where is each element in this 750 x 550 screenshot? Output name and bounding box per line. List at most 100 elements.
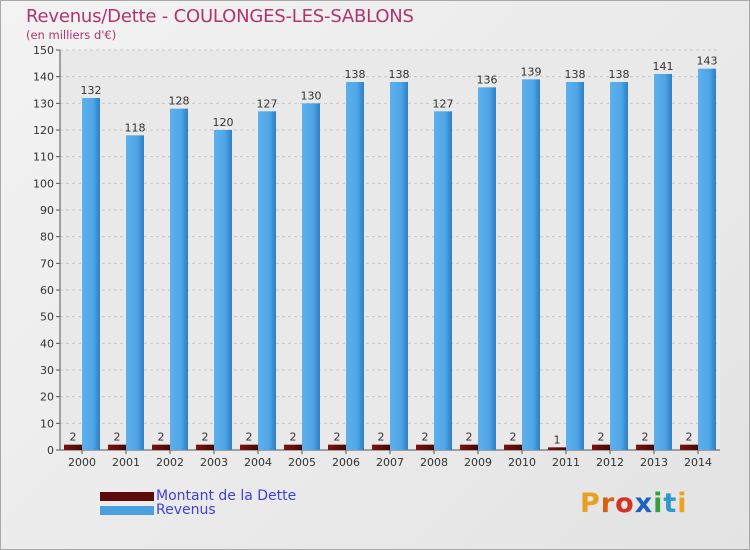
bar-revenus <box>170 108 188 451</box>
bar-revenus <box>610 82 628 450</box>
x-tick-label: 2002 <box>156 456 184 469</box>
logo-letter: i <box>677 488 688 519</box>
bar-dette <box>328 444 346 450</box>
data-label-revenus: 132 <box>81 84 102 97</box>
y-tick-label: 20 <box>40 391 54 404</box>
bar-revenus <box>214 130 232 450</box>
y-tick-label: 140 <box>33 71 54 84</box>
x-tick-label: 2007 <box>376 456 404 469</box>
data-label-dette: 2 <box>158 431 165 444</box>
bar-revenus <box>654 74 672 450</box>
x-tick-label: 2012 <box>596 456 624 469</box>
data-label-revenus: 130 <box>301 89 322 102</box>
data-label-revenus: 139 <box>521 65 542 78</box>
bar-dette <box>680 444 698 450</box>
proxiti-logo: Proxiti <box>580 488 688 519</box>
bar-revenus <box>698 68 716 451</box>
bar-dette <box>460 444 478 450</box>
y-tick-label: 40 <box>40 337 54 350</box>
logo-letter: i <box>653 488 664 519</box>
data-label-dette: 2 <box>334 431 341 444</box>
data-label-revenus: 138 <box>389 68 410 81</box>
y-tick-label: 90 <box>40 204 54 217</box>
data-label-dette: 2 <box>642 431 649 444</box>
legend-swatch-revenus <box>100 505 154 515</box>
logo-letter: o <box>615 488 635 519</box>
y-tick-label: 10 <box>40 417 54 430</box>
x-tick-label: 2009 <box>464 456 492 469</box>
logo-letter: t <box>663 488 678 519</box>
x-tick-label: 2014 <box>684 456 712 469</box>
y-tick-label: 0 <box>47 444 54 457</box>
data-label-dette: 2 <box>290 431 297 444</box>
bar-revenus <box>478 87 496 450</box>
data-label-revenus: 138 <box>345 68 366 81</box>
bar-dette <box>548 447 566 450</box>
bar-revenus <box>346 82 364 450</box>
bar-dette <box>372 444 390 450</box>
data-label-revenus: 128 <box>169 95 190 108</box>
bar-dette <box>152 444 170 450</box>
data-label-revenus: 138 <box>565 68 586 81</box>
x-tick-label: 2000 <box>68 456 96 469</box>
x-tick-label: 2010 <box>508 456 536 469</box>
x-tick-label: 2003 <box>200 456 228 469</box>
legend-label-dette: Montant de la Dette <box>156 488 297 504</box>
y-tick-label: 150 <box>33 44 54 57</box>
bar-revenus <box>390 82 408 450</box>
logo-letter: r <box>600 488 616 519</box>
bar-revenus <box>434 111 452 450</box>
y-tick-label: 60 <box>40 284 54 297</box>
data-label-dette: 2 <box>422 431 429 444</box>
x-tick-label: 2006 <box>332 456 360 469</box>
chart-title: Revenus/Dette - COULONGES-LES-SABLONS <box>26 6 414 27</box>
legend-item-revenus: Revenus <box>100 502 216 518</box>
data-label-revenus: 118 <box>125 121 146 134</box>
bar-dette <box>240 444 258 450</box>
data-label-revenus: 141 <box>653 60 674 73</box>
bar-revenus <box>302 103 320 450</box>
chart-subtitle: (en milliers d'€) <box>26 28 117 42</box>
legend-item-dette: Montant de la Dette <box>100 488 296 504</box>
x-tick-label: 2005 <box>288 456 316 469</box>
data-label-dette: 2 <box>70 431 77 444</box>
data-label-dette: 2 <box>466 431 473 444</box>
data-label-revenus: 136 <box>477 73 498 86</box>
bar-dette <box>592 444 610 450</box>
y-tick-label: 100 <box>33 177 54 190</box>
logo-letter: P <box>580 488 601 519</box>
bar-revenus <box>522 79 540 450</box>
data-label-dette: 2 <box>686 431 693 444</box>
bar-dette <box>416 444 434 450</box>
y-tick-label: 30 <box>40 364 54 377</box>
y-tick-label: 50 <box>40 311 54 324</box>
y-tick-label: 70 <box>40 257 54 270</box>
bar-revenus <box>566 82 584 450</box>
x-tick-label: 2008 <box>420 456 448 469</box>
bar-dette <box>108 444 126 450</box>
x-tick-label: 2001 <box>112 456 140 469</box>
data-label-revenus: 143 <box>697 55 718 68</box>
bar-dette <box>284 444 302 450</box>
x-tick-label: 2013 <box>640 456 668 469</box>
bar-revenus <box>82 98 100 450</box>
x-tick-label: 2011 <box>552 456 580 469</box>
data-label-dette: 2 <box>378 431 385 444</box>
data-label-revenus: 138 <box>609 68 630 81</box>
legend-label-revenus: Revenus <box>156 502 216 518</box>
bar-dette <box>636 444 654 450</box>
y-tick-label: 110 <box>33 151 54 164</box>
data-label-dette: 2 <box>510 431 517 444</box>
bar-revenus <box>258 111 276 450</box>
y-tick-label: 130 <box>33 97 54 110</box>
data-label-revenus: 127 <box>433 97 454 110</box>
data-label-dette: 1 <box>554 433 561 446</box>
legend-swatch-dette <box>100 491 154 501</box>
data-label-dette: 2 <box>202 431 209 444</box>
bar-revenus <box>126 135 144 451</box>
data-label-dette: 2 <box>114 431 121 444</box>
data-label-revenus: 127 <box>257 97 278 110</box>
bar-dette <box>504 444 522 450</box>
y-tick-label: 80 <box>40 231 54 244</box>
